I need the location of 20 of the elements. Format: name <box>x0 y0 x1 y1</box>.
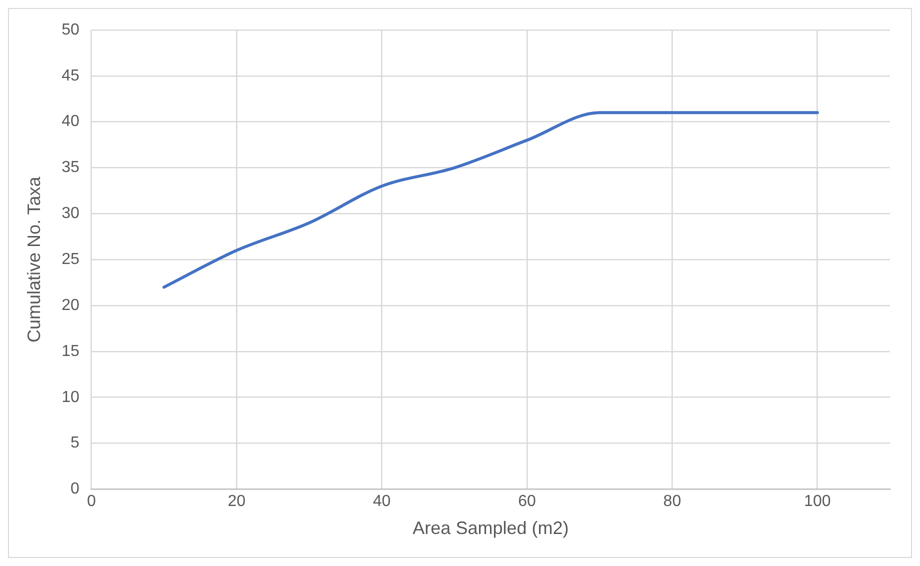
y-tick-label: 10 <box>62 388 80 406</box>
y-axis-title: Cumulative No. Taxa <box>24 176 44 342</box>
y-tick-label: 0 <box>70 480 80 498</box>
x-tick-label: 20 <box>228 493 246 510</box>
y-tick-label: 30 <box>62 205 80 222</box>
x-tick-label: 60 <box>518 493 536 510</box>
y-tick-label: 25 <box>62 251 80 268</box>
x-tick-label: 0 <box>86 493 96 510</box>
line-series <box>162 111 819 289</box>
x-axis-title: Area Sampled (m2) <box>412 518 569 538</box>
y-tick-label: 35 <box>62 159 80 176</box>
y-tick-label: 15 <box>62 342 80 360</box>
y-tick-label: 5 <box>70 434 80 452</box>
x-tick-label: 100 <box>804 493 831 510</box>
y-tick-label: 40 <box>62 113 80 130</box>
x-tick-label: 80 <box>663 493 682 510</box>
x-tick-label: 40 <box>372 493 391 510</box>
y-tick-label: 50 <box>62 21 80 38</box>
y-tick-label: 20 <box>62 296 80 314</box>
y-tick-label: 45 <box>62 67 80 84</box>
